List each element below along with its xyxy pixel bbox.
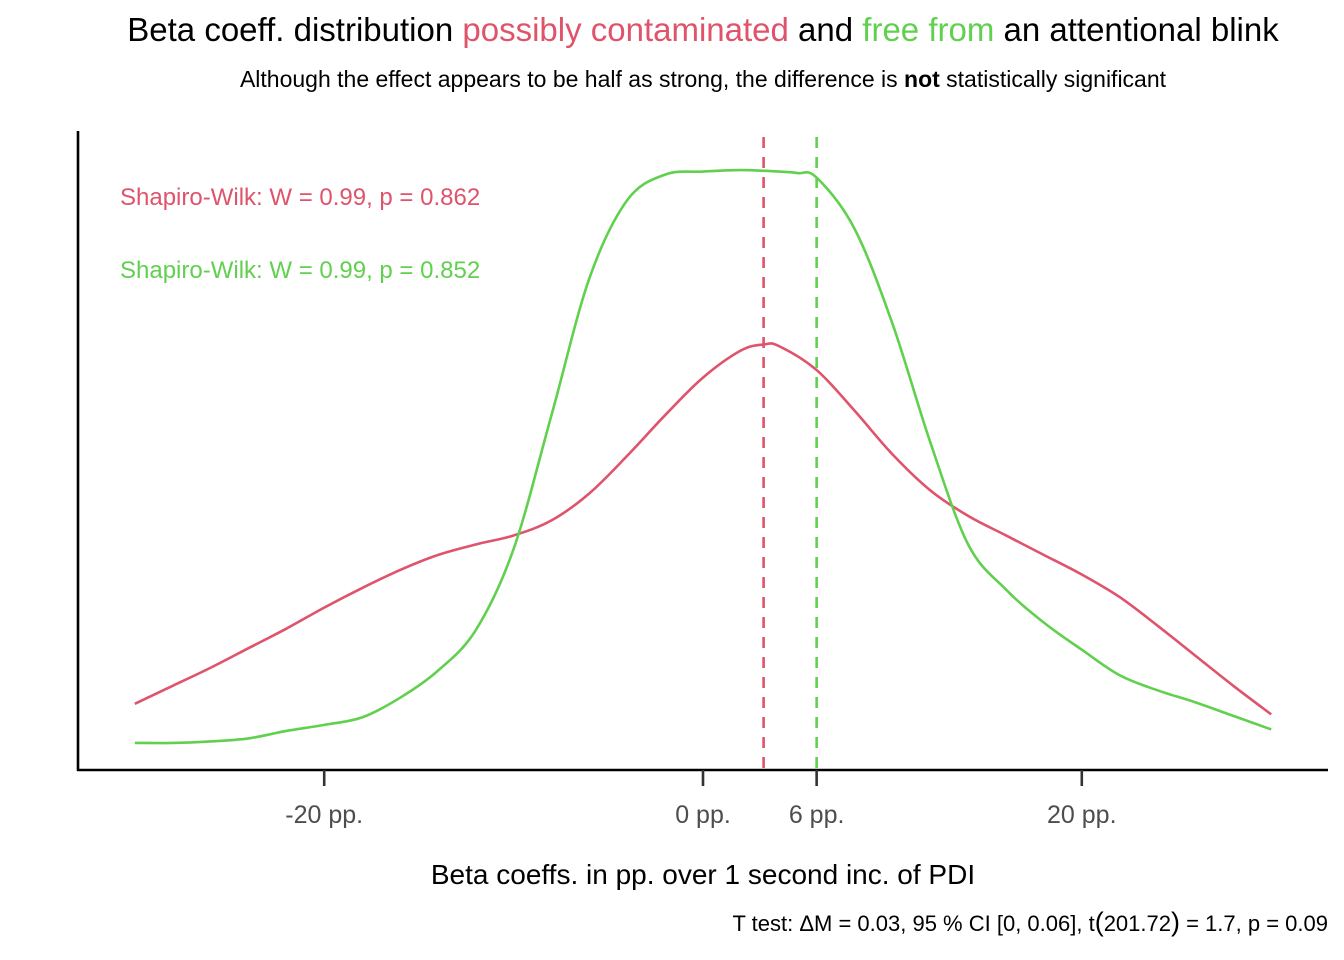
x-axis-label: Beta coeffs. in pp. over 1 second inc. o… bbox=[431, 859, 975, 890]
title-part-1: Beta coeff. distribution bbox=[127, 11, 462, 48]
title-contaminated: possibly contaminated bbox=[462, 11, 789, 48]
caption-part-1: T test: ΔM = 0.03, 95 % CI [0, 0.06], t bbox=[733, 911, 1095, 936]
caption-part-2: = 1.7, p = 0.09 bbox=[1180, 911, 1328, 936]
subtitle-part-1: Although the effect appears to be half a… bbox=[240, 66, 904, 92]
x-tick-label: 0 pp. bbox=[675, 801, 731, 829]
title-part-5: an attentional blink bbox=[994, 11, 1279, 48]
annotation-free: Shapiro-Wilk: W = 0.99, p = 0.852 bbox=[120, 257, 480, 284]
x-tick-label: 6 pp. bbox=[789, 801, 845, 829]
x-tick-label: -20 pp. bbox=[285, 801, 363, 829]
title-part-3: and bbox=[789, 11, 862, 48]
caption-paren-open: ( bbox=[1095, 907, 1104, 937]
x-tick-label: 20 pp. bbox=[1047, 801, 1117, 829]
chart-subtitle: Although the effect appears to be half a… bbox=[240, 66, 1167, 92]
density-curves bbox=[134, 168, 1272, 745]
density-curve-free bbox=[134, 168, 1272, 745]
subtitle-part-2: statistically significant bbox=[940, 66, 1167, 92]
chart-title: Beta coeff. distribution possibly contam… bbox=[127, 11, 1279, 48]
density-curve-contaminated bbox=[134, 342, 1272, 716]
mean-lines bbox=[762, 137, 818, 770]
title-free: free from bbox=[862, 11, 994, 48]
subtitle-bold: not bbox=[904, 66, 940, 92]
caption-t-test: T test: ΔM = 0.03, 95 % CI [0, 0.06], t(… bbox=[733, 907, 1329, 937]
annotation-contaminated: Shapiro-Wilk: W = 0.99, p = 0.862 bbox=[120, 184, 480, 211]
caption-df: 201.72 bbox=[1104, 911, 1171, 936]
caption-paren-close: ) bbox=[1171, 907, 1180, 937]
x-axis-ticks: -20 pp. 0 pp. 6 pp. 20 pp. bbox=[285, 770, 1117, 829]
